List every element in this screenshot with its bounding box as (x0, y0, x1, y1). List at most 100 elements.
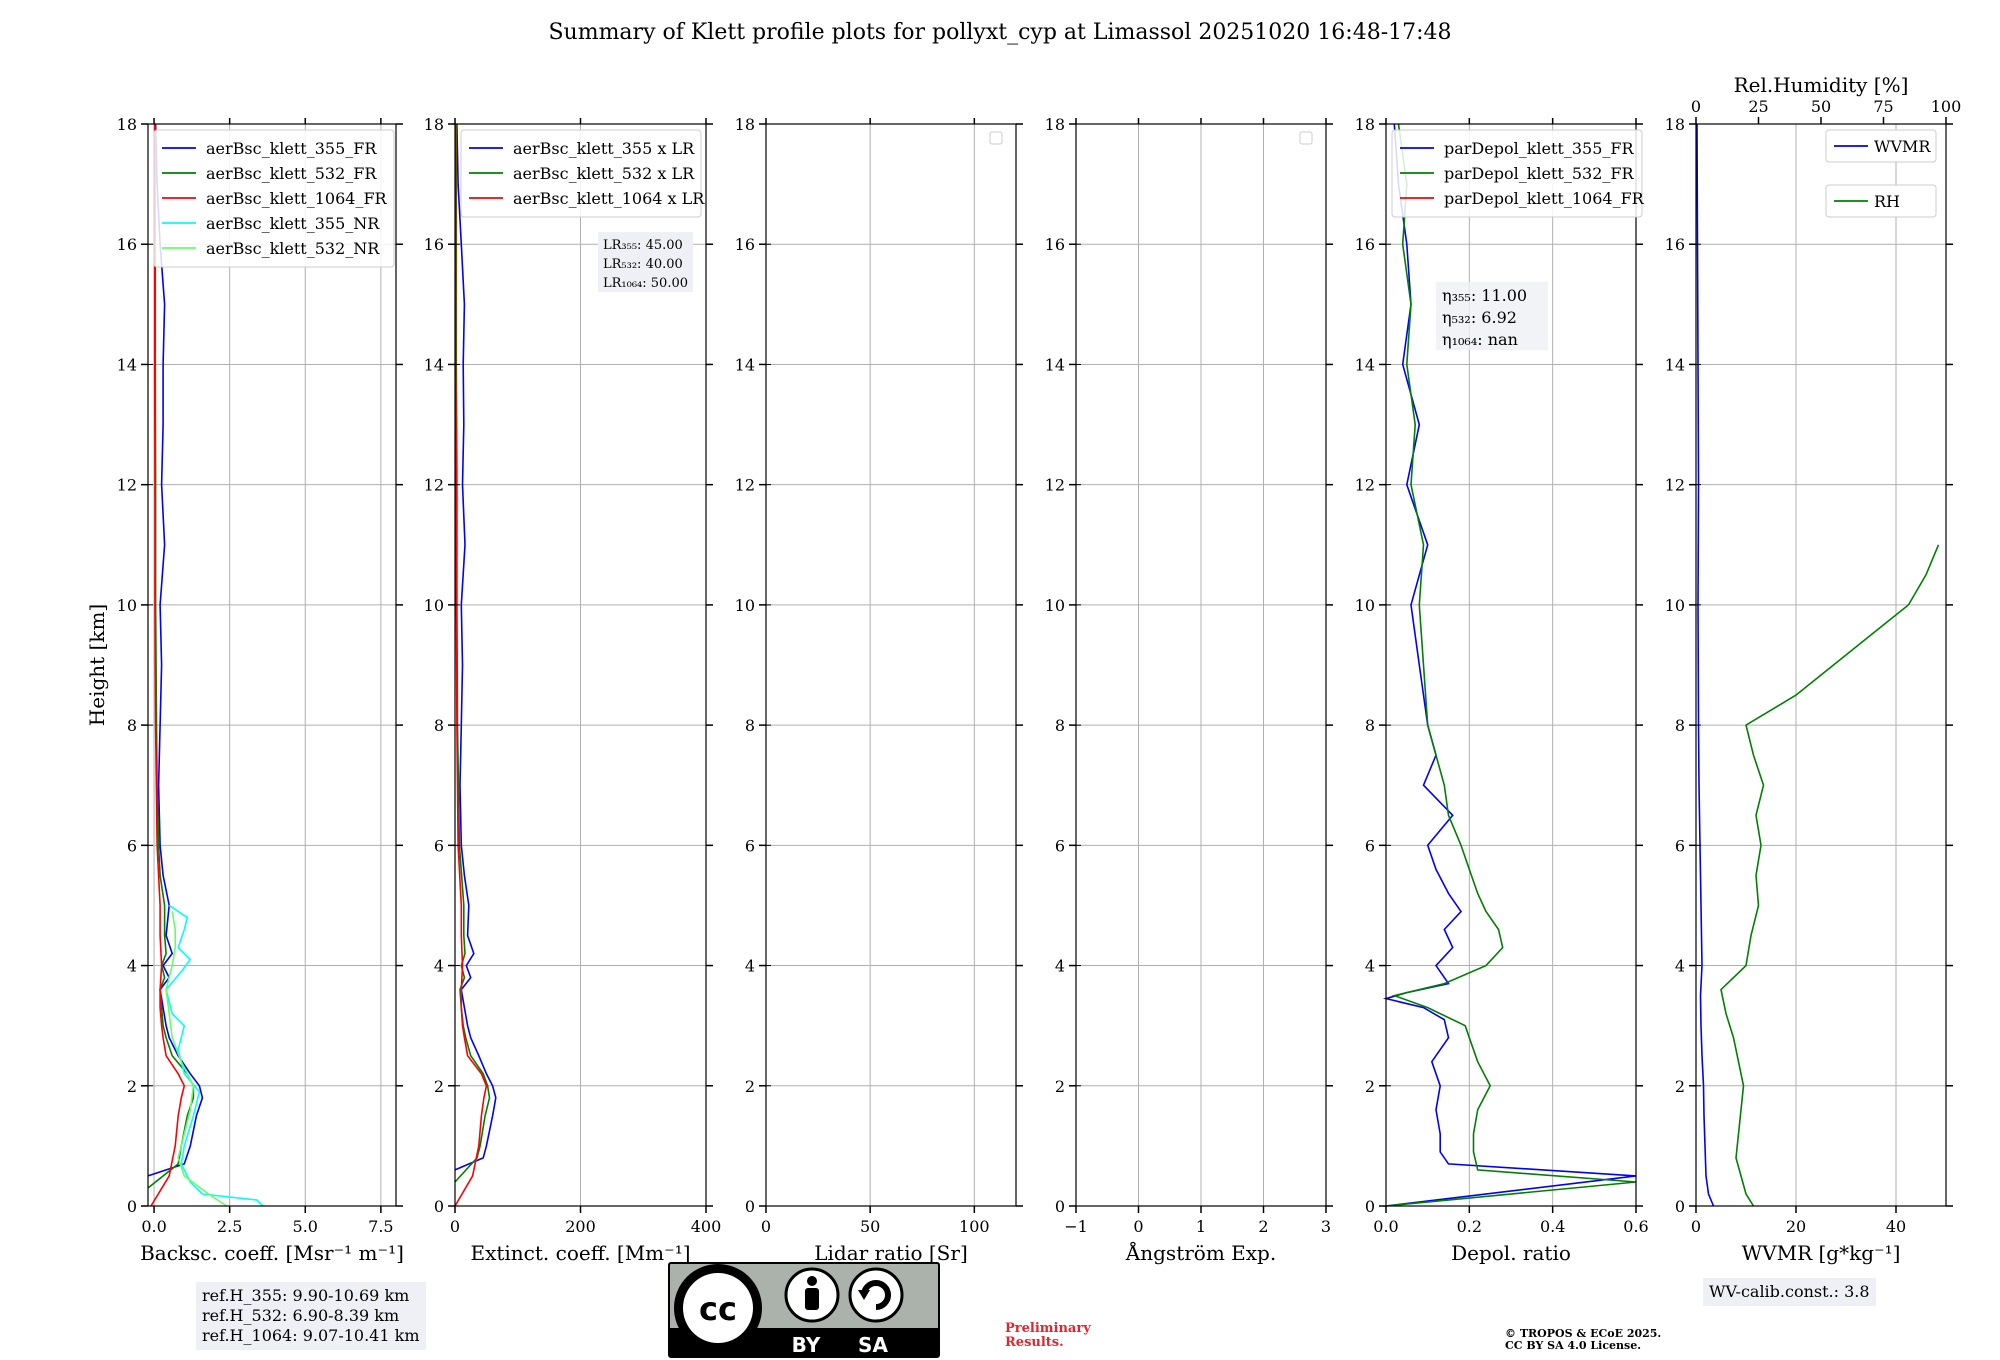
y-tick-label: 18 (1045, 115, 1065, 134)
wv-calib-box: WV-calib.const.: 3.8 (1703, 1278, 1876, 1306)
y-tick-label: 14 (117, 355, 137, 374)
y-tick-label: 2 (745, 1077, 755, 1096)
y-tick-label: 10 (735, 596, 755, 615)
preliminary-line-2: Results. (1005, 1335, 1064, 1350)
legend-label: aerBsc_klett_355 x LR (513, 139, 695, 158)
empty-legend-box (989, 131, 1003, 145)
preliminary-line-1: Preliminary (1005, 1321, 1091, 1336)
cc-by-sa-badge: cc BY SA (668, 1262, 940, 1358)
x-axis-label: Backsc. coeff. [Msr⁻¹ m⁻¹] (140, 1241, 404, 1265)
x-tick-label: 20 (1786, 1217, 1806, 1236)
x-tick-label: 1 (1196, 1217, 1206, 1236)
series-line (1385, 123, 1637, 1207)
y-tick-label: 4 (127, 957, 137, 976)
cc-letters: cc (699, 1290, 737, 1328)
x2-tick-label: 50 (1811, 97, 1831, 116)
x-tick-label: 40 (1886, 1217, 1906, 1236)
x-tick-label: 50 (860, 1217, 880, 1236)
copyright-note: © TROPOS & ECoE 2025. CC BY SA 4.0 Licen… (1505, 1328, 1661, 1352)
y-tick-label: 10 (117, 596, 137, 615)
y-tick-label: 6 (127, 836, 137, 855)
y-tick-label: 12 (1665, 476, 1685, 495)
legend-label: aerBsc_klett_1064 x LR (513, 189, 705, 208)
axes-frame (1695, 123, 1947, 1207)
y-tick-label: 6 (1365, 836, 1375, 855)
legend-label: parDepol_klett_1064_FR (1444, 189, 1645, 208)
x2-tick-label: 75 (1873, 97, 1893, 116)
y-tick-label: 4 (1365, 957, 1375, 976)
legend-label: aerBsc_klett_355_NR (206, 214, 380, 233)
wv-calib-text: WV-calib.const.: 3.8 (1709, 1282, 1870, 1301)
series-line (454, 124, 488, 1207)
y-tick-label: 14 (424, 355, 444, 374)
series-line (454, 123, 497, 1171)
x-axis-label: WVMR [g*kg⁻¹] (1742, 1241, 1901, 1265)
y-tick-label: 18 (424, 115, 444, 134)
y-tick-label: 14 (1355, 355, 1375, 374)
x-axis-label: Extinct. coeff. [Mm⁻¹] (470, 1241, 690, 1265)
y-tick-label: 0 (1675, 1197, 1685, 1216)
x-axis-label: Lidar ratio [Sr] (814, 1241, 968, 1265)
y-tick-label: 0 (745, 1197, 755, 1216)
x-tick-label: 2 (1258, 1217, 1268, 1236)
series-line (147, 123, 204, 1177)
lidar-ratio-text: LR₅₃₂: 40.00 (603, 257, 683, 272)
refheight-1064: ref.H_1064: 9.07-10.41 km (202, 1326, 420, 1345)
cc-circle-inner (683, 1273, 753, 1343)
y-tick-label: 12 (117, 476, 137, 495)
legend-label: parDepol_klett_355_FR (1444, 139, 1635, 158)
y-tick-label: 16 (424, 235, 444, 254)
x-tick-label: −1 (1064, 1217, 1088, 1236)
legend-label: aerBsc_klett_532_FR (206, 164, 377, 183)
x-tick-label: 2.5 (217, 1217, 242, 1236)
legend-label: RH (1874, 192, 1900, 211)
y-tick-label: 10 (1045, 596, 1065, 615)
legend-label: aerBsc_klett_1064_FR (206, 189, 388, 208)
y-tick-label: 12 (1045, 476, 1065, 495)
by-icon-head (807, 1276, 817, 1286)
legend-label: aerBsc_klett_355_FR (206, 139, 377, 158)
legend-box (153, 129, 395, 268)
series-line (454, 124, 491, 1183)
lidar-ratio-text: LR₁₀₆₄: 50.00 (603, 276, 688, 291)
y-tick-label: 10 (1665, 596, 1685, 615)
series-line (165, 911, 228, 1207)
y-tick-label: 2 (1055, 1077, 1065, 1096)
legend-label: WVMR (1874, 137, 1931, 156)
x-tick-label: 0 (1133, 1217, 1143, 1236)
refheight-532: ref.H_532: 6.90-8.39 km (202, 1306, 400, 1325)
axes-frame (147, 123, 397, 1207)
x-tick-label: 0.0 (141, 1217, 166, 1236)
y-tick-label: 4 (1055, 957, 1065, 976)
x-tick-label: 200 (565, 1217, 596, 1236)
series-line (1382, 123, 1637, 1207)
y-tick-label: 18 (735, 115, 755, 134)
x-tick-label: 3 (1321, 1217, 1331, 1236)
x-tick-label: 0.2 (1457, 1217, 1482, 1236)
legend-box (1391, 129, 1643, 218)
by-icon-body (805, 1288, 819, 1310)
x-tick-label: 0.6 (1623, 1217, 1648, 1236)
x-tick-label: 0.0 (1373, 1217, 1398, 1236)
x-tick-label: 0 (450, 1217, 460, 1236)
y-tick-label: 14 (1045, 355, 1065, 374)
copyright-line-2: CC BY SA 4.0 License. (1505, 1339, 1642, 1352)
x2-axis-label: Rel.Humidity [%] (1734, 73, 1909, 97)
x-axis-label: Ångström Exp. (1125, 1240, 1276, 1265)
series-line (1696, 123, 1715, 1207)
x-tick-label: 100 (959, 1217, 990, 1236)
y-tick-label: 4 (1675, 957, 1685, 976)
eta-text: η₃₅₅: 11.00 (1442, 286, 1527, 305)
x-tick-label: 0 (1691, 1217, 1701, 1236)
panel-5: 0 2 4 6 8 10 12 14 16 18 0.0 0.2 0.4 0.6 Depol. ratio p… (1355, 115, 1649, 1265)
lidar-ratio-box (598, 232, 693, 292)
y-tick-label: 8 (1055, 716, 1065, 735)
y-tick-label: 6 (434, 836, 444, 855)
y-tick-label: 8 (434, 716, 444, 735)
reference-height-box: ref.H_355: 9.90-10.69 km ref.H_532: 6.90… (196, 1282, 426, 1350)
sa-icon (848, 1267, 904, 1323)
y-tick-label: 10 (424, 596, 444, 615)
y-tick-label: 2 (1675, 1077, 1685, 1096)
